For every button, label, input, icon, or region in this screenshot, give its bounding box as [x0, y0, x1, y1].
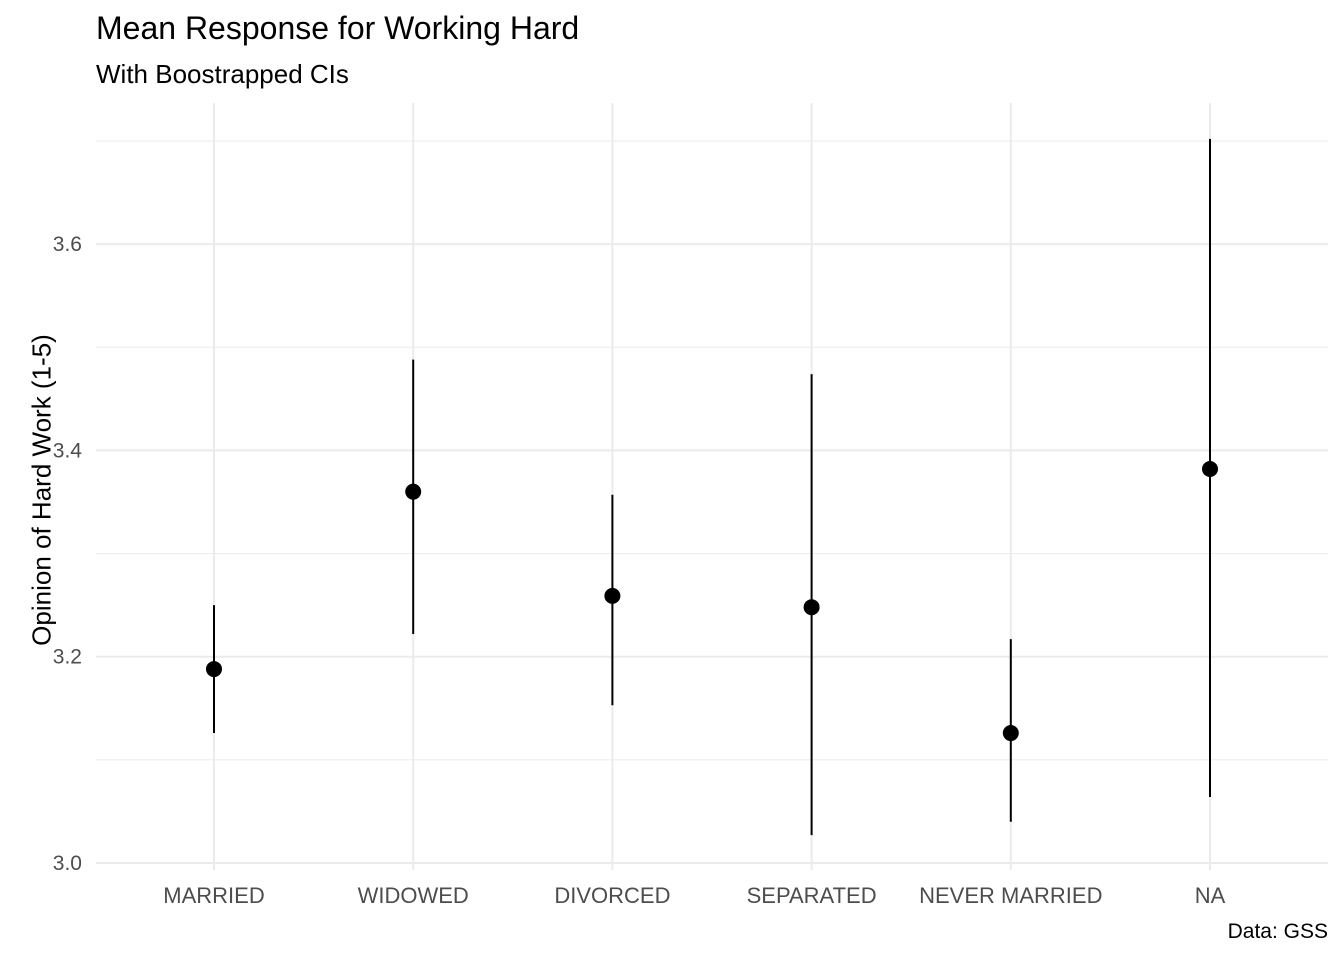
x-tick-label: NA — [1195, 883, 1226, 908]
grid-lines — [96, 103, 1328, 870]
y-tick-label: 3.6 — [53, 233, 82, 256]
x-tick-label: SEPARATED — [747, 883, 877, 908]
x-tick-labels: MARRIED WIDOWED DIVORCED SEPARATED NEVER MAR… — [163, 883, 1225, 908]
x-tick-label: DIVORCED — [554, 883, 670, 908]
mean-point — [1002, 725, 1019, 742]
y-tick-label: 3.2 — [53, 646, 82, 669]
x-tick-label: MARRIED — [163, 883, 264, 908]
mean-point — [604, 587, 621, 604]
x-tick-label: WIDOWED — [358, 883, 469, 908]
x-tick-label: NEVER MARRIED — [919, 883, 1102, 908]
mean-point — [1202, 460, 1218, 477]
chart-subtitle: With Boostrapped CIs — [96, 59, 349, 89]
y-tick-labels: 3.0 3.2 3.4 3.6 — [53, 233, 83, 875]
chart-caption: Data: GSS — [1227, 920, 1328, 943]
mean-point — [405, 483, 422, 500]
chart-title: Mean Response for Working Hard — [96, 10, 580, 46]
y-tick-label: 3.0 — [53, 852, 82, 875]
y-tick-label: 3.4 — [53, 439, 83, 462]
mean-point — [803, 599, 820, 616]
data-points — [206, 460, 1218, 742]
mean-point — [206, 661, 222, 678]
